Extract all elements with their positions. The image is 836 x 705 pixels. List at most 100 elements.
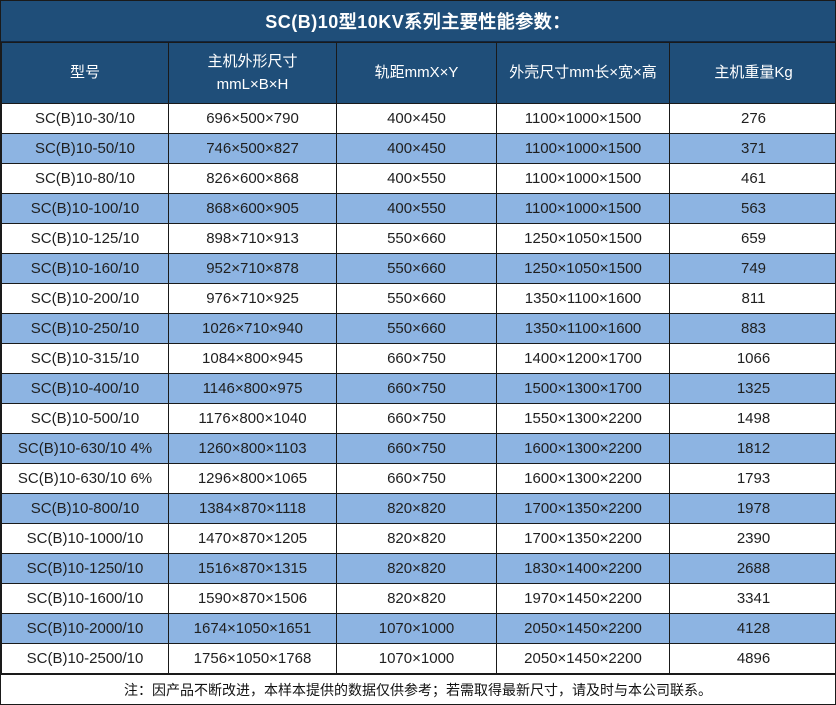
col-header-host-dimensions: 主机外形尺寸 mmL×B×H [169, 43, 337, 104]
cell-shell-size: 1700×1350×2200 [497, 494, 670, 524]
cell-rail-gauge: 660×750 [337, 344, 497, 374]
col-header-model: 型号 [2, 43, 169, 104]
cell-shell-size: 1100×1000×1500 [497, 194, 670, 224]
cell-shell-size: 1970×1450×2200 [497, 584, 670, 614]
cell-host-dimensions: 1084×800×945 [169, 344, 337, 374]
cell-model: SC(B)10-1250/10 [2, 554, 169, 584]
cell-rail-gauge: 400×450 [337, 104, 497, 134]
cell-host-dimensions: 696×500×790 [169, 104, 337, 134]
table-row: SC(B)10-315/10 1084×800×945 660×750 1400… [2, 344, 836, 374]
table-row: SC(B)10-630/10 4% 1260×800×1103 660×750 … [2, 434, 836, 464]
table-row: SC(B)10-200/10 976×710×925 550×660 1350×… [2, 284, 836, 314]
cell-shell-size: 1550×1300×2200 [497, 404, 670, 434]
cell-shell-size: 2050×1450×2200 [497, 644, 670, 674]
cell-model: SC(B)10-2000/10 [2, 614, 169, 644]
cell-host-dimensions: 1590×870×1506 [169, 584, 337, 614]
cell-weight: 3341 [670, 584, 836, 614]
cell-weight: 749 [670, 254, 836, 284]
cell-model: SC(B)10-400/10 [2, 374, 169, 404]
cell-host-dimensions: 1146×800×975 [169, 374, 337, 404]
cell-weight: 2688 [670, 554, 836, 584]
col-header-weight: 主机重量Kg [670, 43, 836, 104]
cell-weight: 1066 [670, 344, 836, 374]
table-row: SC(B)10-2000/10 1674×1050×1651 1070×1000… [2, 614, 836, 644]
cell-model: SC(B)10-30/10 [2, 104, 169, 134]
cell-host-dimensions: 952×710×878 [169, 254, 337, 284]
cell-shell-size: 1250×1050×1500 [497, 254, 670, 284]
spec-sheet: SC(B)10型10KV系列主要性能参数： 型号 主机外形尺寸 mmL×B×H … [0, 0, 836, 705]
table-row: SC(B)10-80/10 826×600×868 400×550 1100×1… [2, 164, 836, 194]
cell-host-dimensions: 1674×1050×1651 [169, 614, 337, 644]
table-row: SC(B)10-400/10 1146×800×975 660×750 1500… [2, 374, 836, 404]
cell-model: SC(B)10-1000/10 [2, 524, 169, 554]
cell-host-dimensions: 1260×800×1103 [169, 434, 337, 464]
cell-model: SC(B)10-2500/10 [2, 644, 169, 674]
cell-weight: 276 [670, 104, 836, 134]
cell-host-dimensions: 1296×800×1065 [169, 464, 337, 494]
cell-shell-size: 1830×1400×2200 [497, 554, 670, 584]
cell-rail-gauge: 550×660 [337, 224, 497, 254]
cell-weight: 4896 [670, 644, 836, 674]
cell-weight: 1812 [670, 434, 836, 464]
table-row: SC(B)10-30/10 696×500×790 400×450 1100×1… [2, 104, 836, 134]
cell-rail-gauge: 820×820 [337, 524, 497, 554]
cell-rail-gauge: 400×550 [337, 164, 497, 194]
cell-model: SC(B)10-800/10 [2, 494, 169, 524]
cell-shell-size: 1350×1100×1600 [497, 284, 670, 314]
table-row: SC(B)10-50/10 746×500×827 400×450 1100×1… [2, 134, 836, 164]
cell-weight: 659 [670, 224, 836, 254]
table-row: SC(B)10-1250/10 1516×870×1315 820×820 18… [2, 554, 836, 584]
cell-rail-gauge: 550×660 [337, 254, 497, 284]
cell-shell-size: 1100×1000×1500 [497, 164, 670, 194]
cell-host-dimensions: 746×500×827 [169, 134, 337, 164]
cell-host-dimensions: 1470×870×1205 [169, 524, 337, 554]
cell-weight: 371 [670, 134, 836, 164]
table-row: SC(B)10-630/10 6% 1296×800×1065 660×750 … [2, 464, 836, 494]
cell-shell-size: 2050×1450×2200 [497, 614, 670, 644]
cell-rail-gauge: 550×660 [337, 314, 497, 344]
cell-shell-size: 1250×1050×1500 [497, 224, 670, 254]
cell-host-dimensions: 868×600×905 [169, 194, 337, 224]
cell-shell-size: 1600×1300×2200 [497, 434, 670, 464]
cell-host-dimensions: 976×710×925 [169, 284, 337, 314]
cell-weight: 2390 [670, 524, 836, 554]
cell-shell-size: 1500×1300×1700 [497, 374, 670, 404]
cell-host-dimensions: 1516×870×1315 [169, 554, 337, 584]
cell-host-dimensions: 1756×1050×1768 [169, 644, 337, 674]
cell-weight: 563 [670, 194, 836, 224]
cell-host-dimensions: 1384×870×1118 [169, 494, 337, 524]
col-header-host-dimensions-line2: mmL×B×H [169, 73, 336, 96]
cell-rail-gauge: 1070×1000 [337, 644, 497, 674]
cell-model: SC(B)10-50/10 [2, 134, 169, 164]
cell-shell-size: 1700×1350×2200 [497, 524, 670, 554]
cell-rail-gauge: 660×750 [337, 434, 497, 464]
cell-model: SC(B)10-500/10 [2, 404, 169, 434]
cell-weight: 1498 [670, 404, 836, 434]
cell-model: SC(B)10-630/10 4% [2, 434, 169, 464]
spec-table: 型号 主机外形尺寸 mmL×B×H 轨距mmX×Y 外壳尺寸mm长×宽×高 主机… [1, 42, 836, 674]
table-row: SC(B)10-125/10 898×710×913 550×660 1250×… [2, 224, 836, 254]
table-row: SC(B)10-160/10 952×710×878 550×660 1250×… [2, 254, 836, 284]
cell-weight: 1978 [670, 494, 836, 524]
cell-model: SC(B)10-200/10 [2, 284, 169, 314]
cell-host-dimensions: 826×600×868 [169, 164, 337, 194]
cell-rail-gauge: 660×750 [337, 464, 497, 494]
table-row: SC(B)10-500/10 1176×800×1040 660×750 155… [2, 404, 836, 434]
cell-shell-size: 1400×1200×1700 [497, 344, 670, 374]
cell-rail-gauge: 400×450 [337, 134, 497, 164]
table-row: SC(B)10-250/10 1026×710×940 550×660 1350… [2, 314, 836, 344]
col-header-shell-size: 外壳尺寸mm长×宽×高 [497, 43, 670, 104]
cell-model: SC(B)10-250/10 [2, 314, 169, 344]
cell-weight: 1325 [670, 374, 836, 404]
cell-rail-gauge: 660×750 [337, 404, 497, 434]
cell-host-dimensions: 898×710×913 [169, 224, 337, 254]
table-row: SC(B)10-2500/10 1756×1050×1768 1070×1000… [2, 644, 836, 674]
cell-rail-gauge: 400×550 [337, 194, 497, 224]
cell-model: SC(B)10-160/10 [2, 254, 169, 284]
table-row: SC(B)10-1600/10 1590×870×1506 820×820 19… [2, 584, 836, 614]
cell-rail-gauge: 1070×1000 [337, 614, 497, 644]
cell-shell-size: 1100×1000×1500 [497, 104, 670, 134]
table-row: SC(B)10-800/10 1384×870×1118 820×820 170… [2, 494, 836, 524]
cell-model: SC(B)10-315/10 [2, 344, 169, 374]
cell-host-dimensions: 1176×800×1040 [169, 404, 337, 434]
